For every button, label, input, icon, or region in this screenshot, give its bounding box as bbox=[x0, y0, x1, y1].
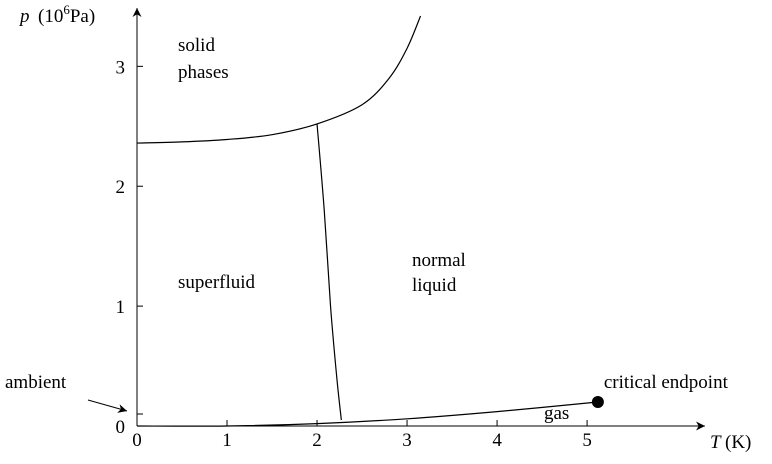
x-tick-label: 3 bbox=[402, 430, 412, 451]
phase-boundary bbox=[136, 401, 598, 427]
region-label: superfluid bbox=[178, 272, 256, 293]
unit-part: (10 bbox=[38, 6, 63, 27]
critical-point-label: critical endpoint bbox=[604, 372, 729, 393]
y-tick-label: 1 bbox=[116, 297, 126, 318]
x-tick-label: 4 bbox=[492, 430, 502, 451]
unit-part: Pa) bbox=[70, 6, 95, 27]
region-label: gas bbox=[544, 403, 569, 424]
x-tick-label: 2 bbox=[312, 430, 322, 451]
y-tick-label: 2 bbox=[116, 177, 126, 198]
unit-exponent: 6 bbox=[63, 2, 70, 17]
phase-boundary bbox=[316, 123, 342, 421]
ambient-label: ambient bbox=[5, 372, 67, 393]
region-label: phases bbox=[178, 62, 229, 83]
y-label-unit: (106Pa) bbox=[38, 2, 95, 27]
x-label-unit: (K) bbox=[725, 432, 751, 453]
x-tick-label: 5 bbox=[582, 430, 592, 451]
phase-boundary bbox=[136, 15, 422, 144]
region-label: solid bbox=[178, 35, 215, 56]
x-tick-label: 0 bbox=[132, 430, 142, 451]
ambient-arrow bbox=[87, 399, 128, 413]
y-label: p bbox=[18, 6, 30, 27]
y-tick-label: 0 bbox=[116, 417, 126, 438]
region-label: normal bbox=[412, 250, 466, 271]
critical-point bbox=[591, 396, 604, 409]
x-label: T bbox=[710, 432, 722, 453]
x-tick-label: 1 bbox=[222, 430, 232, 451]
region-label: liquid bbox=[412, 275, 457, 296]
y-tick-label: 3 bbox=[116, 57, 126, 78]
